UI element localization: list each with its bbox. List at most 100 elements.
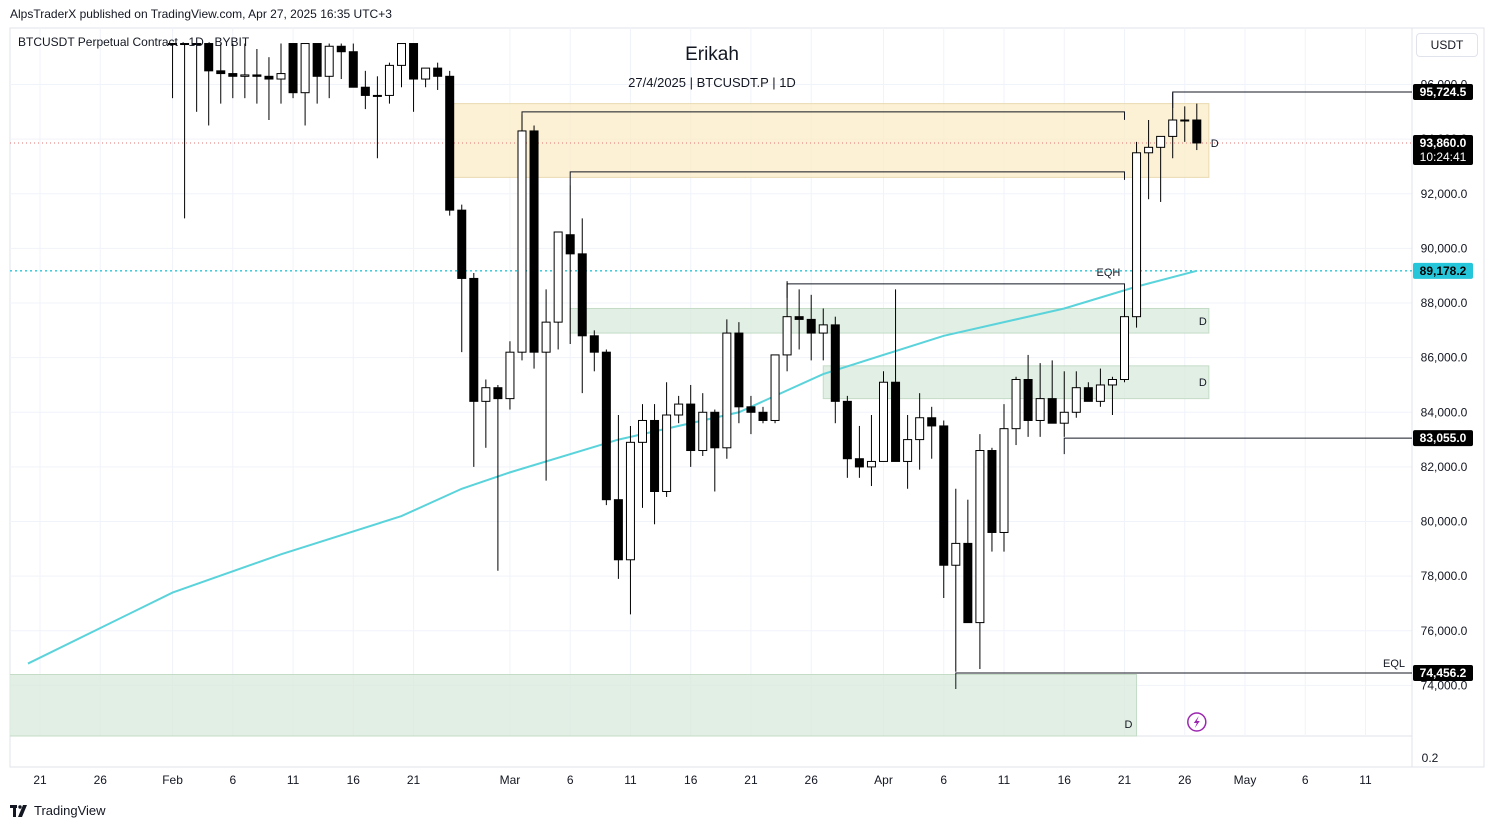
candle xyxy=(939,425,949,566)
x-tick-label: 21 xyxy=(1118,773,1132,787)
candle xyxy=(397,43,406,66)
candle xyxy=(264,75,274,80)
ma-tag xyxy=(1413,262,1473,279)
candle xyxy=(1047,398,1057,424)
x-tick-label: 26 xyxy=(94,773,108,787)
candle xyxy=(963,542,973,624)
candle xyxy=(276,73,286,80)
candle xyxy=(951,542,961,566)
candle xyxy=(818,324,828,334)
candle xyxy=(457,209,467,279)
y-tick-label: 76,000.0 xyxy=(1421,624,1468,638)
x-tick-label: 11 xyxy=(624,773,637,787)
candle xyxy=(360,86,370,96)
low-83055-tag-text: 83,055.0 xyxy=(1420,431,1467,445)
low-83055-tag xyxy=(1413,430,1473,447)
level-line-low-83055 xyxy=(1063,437,1412,455)
candle xyxy=(638,419,647,443)
x-tick-label: 6 xyxy=(1302,773,1309,787)
candle xyxy=(1035,398,1045,421)
candle xyxy=(915,417,925,441)
candle xyxy=(469,277,479,402)
level-line-supply-inner xyxy=(569,171,1125,186)
candle xyxy=(1011,379,1021,430)
candle xyxy=(613,499,623,561)
candle xyxy=(686,403,696,452)
chart-title: Erikah xyxy=(685,44,739,65)
zone-label: D xyxy=(1199,377,1207,389)
candle xyxy=(288,43,298,94)
candle xyxy=(324,45,334,77)
candle xyxy=(372,94,382,97)
candle-label: D xyxy=(1211,138,1219,150)
candle xyxy=(481,387,491,402)
candle xyxy=(1192,119,1202,144)
candle xyxy=(674,403,684,416)
candle xyxy=(1083,387,1093,402)
y-tick-label: 80,000.0 xyxy=(1421,515,1468,529)
x-tick-label: 16 xyxy=(347,773,361,787)
candle xyxy=(722,332,732,449)
candle xyxy=(493,387,503,400)
y-tick-label: 82,000.0 xyxy=(1421,460,1468,474)
candle xyxy=(348,51,358,88)
symbol-line: BTCUSDT Perpetual Contract · 1D · BYBIT xyxy=(18,35,250,49)
candle xyxy=(698,411,708,452)
candle xyxy=(1023,379,1033,421)
x-tick-label: 16 xyxy=(1058,773,1072,787)
x-tick-label: 21 xyxy=(744,773,758,787)
candle xyxy=(625,441,635,561)
eqh-label: EQH xyxy=(1097,267,1121,279)
high-95724-tag-text: 95,724.5 xyxy=(1420,85,1467,99)
x-tick-label: 26 xyxy=(805,773,819,787)
candle xyxy=(1168,119,1178,137)
last-price-countdown: 10:24:41 xyxy=(1420,150,1467,164)
x-tick-label: 6 xyxy=(940,773,947,787)
y-tick-label: 90,000.0 xyxy=(1421,241,1468,255)
zone-label: D xyxy=(1199,316,1207,328)
candle xyxy=(541,321,551,353)
high-95724-tag xyxy=(1413,84,1473,101)
candle xyxy=(421,67,431,80)
candle xyxy=(553,231,563,323)
x-tick-label: 16 xyxy=(684,773,698,787)
candle xyxy=(336,45,346,53)
candle xyxy=(433,67,443,77)
brand-name: TradingView xyxy=(34,803,106,818)
candle xyxy=(577,253,587,337)
y-tick-label: 88,000.0 xyxy=(1421,296,1468,310)
candle xyxy=(782,316,792,356)
candle xyxy=(650,419,660,492)
candle xyxy=(710,411,720,449)
candle xyxy=(1120,316,1129,381)
tradingview-brand[interactable]: TradingView xyxy=(10,803,106,818)
demand-zone xyxy=(569,307,1210,334)
x-tick-label: May xyxy=(1234,773,1257,787)
candle xyxy=(999,428,1009,533)
eql-label: EQL xyxy=(1383,658,1405,670)
candle xyxy=(445,75,455,211)
candle xyxy=(240,74,250,77)
candle xyxy=(204,43,214,72)
candle xyxy=(409,43,419,80)
candle xyxy=(891,381,901,462)
x-tick-label: 6 xyxy=(567,773,574,787)
eql-tag xyxy=(1413,664,1473,681)
x-tick-label: Mar xyxy=(500,773,521,787)
candle xyxy=(770,354,780,421)
candle xyxy=(384,64,394,96)
zone-label: D xyxy=(1125,719,1133,731)
candle xyxy=(1144,146,1154,154)
x-tick-label: Feb xyxy=(162,773,183,787)
candle xyxy=(987,450,997,533)
eql-tag-text: 74,456.2 xyxy=(1420,666,1467,680)
currency-button[interactable]: USDT xyxy=(1416,33,1478,57)
candle xyxy=(601,351,611,501)
level-line-eql xyxy=(955,672,1412,689)
x-tick-label: 11 xyxy=(287,773,300,787)
candle xyxy=(758,411,768,421)
candle xyxy=(1059,411,1069,424)
candle xyxy=(565,234,575,255)
candle xyxy=(842,400,852,460)
